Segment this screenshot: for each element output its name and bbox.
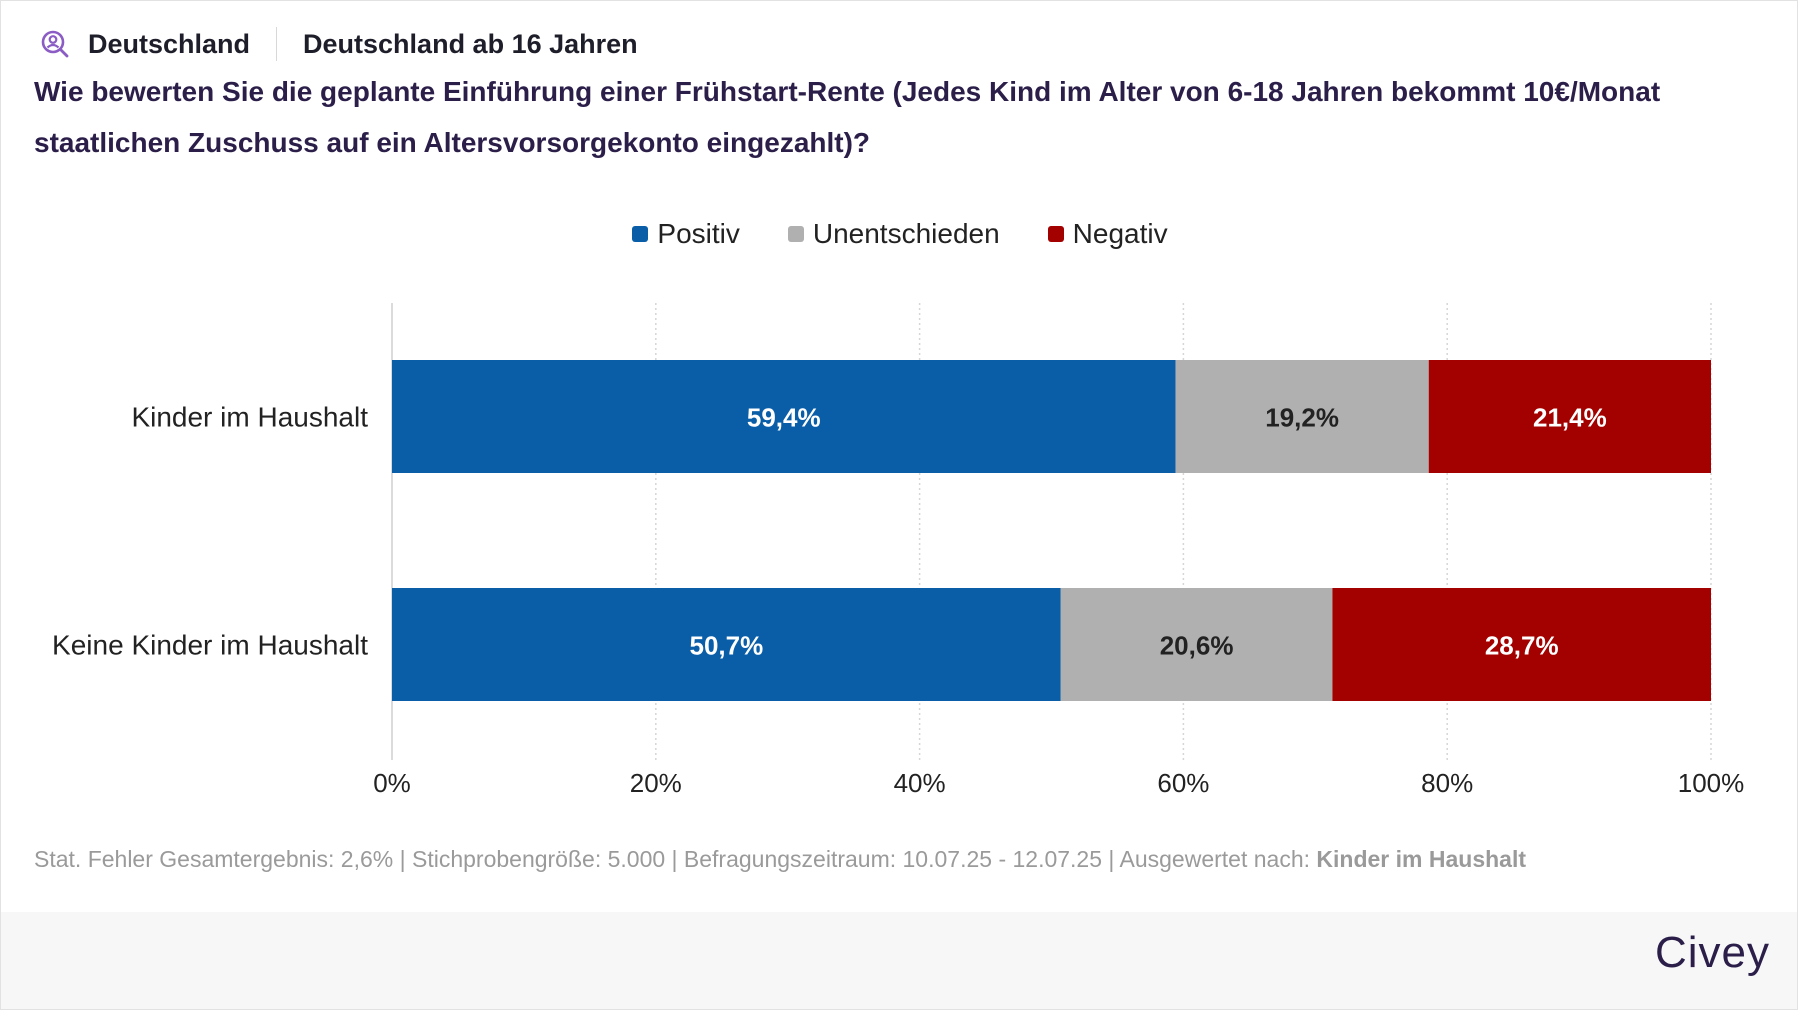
footer-note: Stat. Fehler Gesamtergebnis: 2,6% | Stic…	[34, 846, 1526, 873]
x-tick-label: 100%	[1678, 768, 1745, 798]
bar-segment	[1175, 360, 1429, 473]
region-label: Deutschland	[88, 28, 251, 59]
footer-grouping: Kinder im Haushalt	[1316, 846, 1527, 872]
chart-legend: Positiv Unentschieden Negativ	[0, 218, 1800, 250]
population-label: Deutschland ab 16 Jahren	[303, 28, 638, 59]
x-tick-label: 80%	[1421, 768, 1473, 798]
bar-segment	[392, 360, 1176, 473]
data-label: 21,4%	[1533, 403, 1607, 433]
legend-label: Positiv	[657, 218, 740, 249]
x-tick-label: 0%	[373, 768, 411, 798]
legend-label: Negativ	[1072, 218, 1168, 249]
legend-swatch	[632, 226, 649, 242]
filter-header: Deutschland Deutschland ab 16 Jahren	[40, 26, 638, 62]
bar-segment	[1060, 588, 1333, 701]
category-label: Keine Kinder im Haushalt	[52, 630, 368, 661]
data-label: 50,7%	[689, 631, 763, 661]
legend-swatch	[1047, 226, 1064, 242]
x-tick-label: 40%	[894, 768, 946, 798]
legend-item-1[interactable]: Positiv	[632, 218, 740, 250]
data-label: 19,2%	[1265, 403, 1339, 433]
question-title: Wie bewerten Sie die geplante Einführung…	[34, 76, 1661, 158]
data-label: 59,4%	[747, 403, 821, 433]
header-divider	[276, 27, 278, 61]
data-label: 20,6%	[1160, 631, 1234, 661]
stacked-bar-chart: 0% 20% 40% 60% 80% 100% Kinder im Haushalt 59,4…	[52, 303, 1745, 798]
data-label: 28,7%	[1485, 631, 1559, 661]
search-person-icon	[40, 29, 70, 59]
legend-label: Unentschieden	[812, 218, 1000, 249]
legend-item-2[interactable]: Unentschieden	[787, 218, 1000, 250]
category-label: Kinder im Haushalt	[131, 402, 368, 433]
legend-item-3[interactable]: Negativ	[1047, 218, 1168, 250]
bar-segment	[392, 588, 1061, 701]
x-tick-label: 20%	[630, 768, 682, 798]
legend-swatch	[787, 226, 804, 242]
bar-segment	[1332, 588, 1711, 701]
footer-note-text: Stat. Fehler Gesamtergebnis: 2,6% | Stic…	[34, 846, 1317, 872]
footer-band	[1, 912, 1797, 1009]
civey-logo: Civey	[1654, 928, 1770, 977]
bar-segment	[1428, 360, 1711, 473]
x-tick-label: 60%	[1157, 768, 1209, 798]
